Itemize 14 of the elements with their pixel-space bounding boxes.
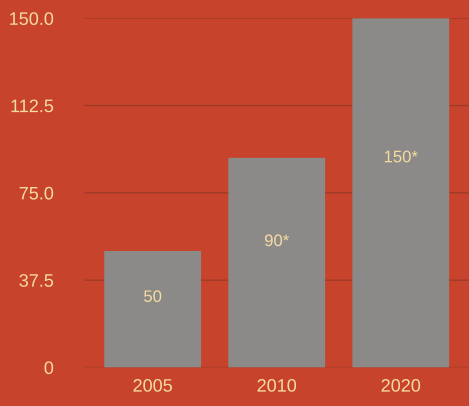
data-label: 50 <box>144 290 162 302</box>
bar <box>228 158 326 368</box>
bar <box>352 18 450 368</box>
y-tick-label: 37.5 <box>19 274 54 287</box>
x-tick-label: 2010 <box>258 379 296 392</box>
data-label: 90* <box>264 234 289 246</box>
data-label: 150* <box>384 150 418 162</box>
x-tick-label: 2020 <box>382 379 420 392</box>
bar <box>104 251 202 368</box>
y-tick-label: 0 <box>44 361 54 374</box>
y-tick-label: 75.0 <box>20 186 54 200</box>
x-tick-label: 2005 <box>133 379 172 392</box>
y-tick-label: 112.5 <box>11 99 54 112</box>
y-tick-label: 150.0 <box>10 12 54 25</box>
